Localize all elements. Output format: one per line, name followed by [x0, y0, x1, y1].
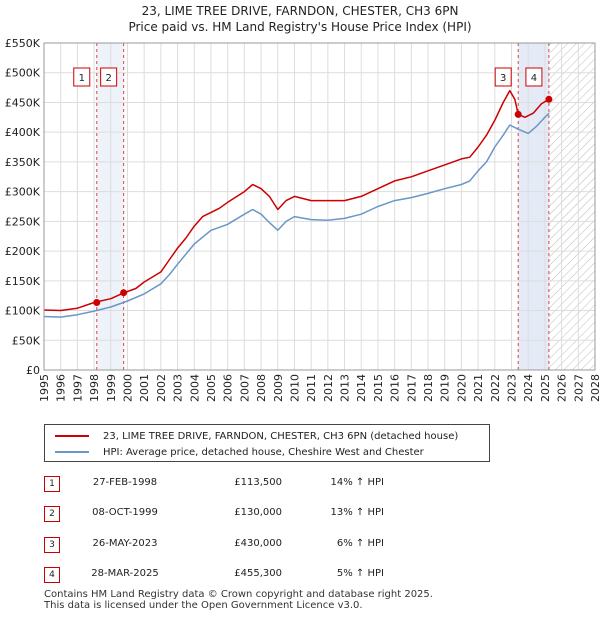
- legend-label-property: 23, LIME TREE DRIVE, FARNDON, CHESTER, C…: [103, 430, 459, 442]
- x-tick-label: 2004: [188, 374, 201, 402]
- sale-hpi-change: 14% ↑ HPI: [330, 477, 384, 488]
- chart-title: 23, LIME TREE DRIVE, FARNDON, CHESTER, C…: [141, 4, 459, 18]
- y-tick-label: £200K: [5, 245, 41, 258]
- legend-swatch-hpi: [55, 451, 89, 453]
- x-tick-label: 2026: [556, 374, 569, 402]
- legend: 23, LIME TREE DRIVE, FARNDON, CHESTER, C…: [44, 424, 490, 462]
- x-tick-label: 2002: [155, 374, 168, 402]
- sale-date: 28-MAR-2025: [91, 568, 159, 579]
- sale-price: £113,500: [234, 477, 282, 488]
- price-chart: £0 £50K £100K £150K £200K £250K £300K £350K £400…: [5, 37, 600, 402]
- x-tick-label: 1996: [55, 374, 68, 402]
- legend-swatch-property: [55, 435, 89, 437]
- sale-date: 27-FEB-1998: [92, 477, 158, 488]
- plot-frame: [43, 42, 596, 371]
- y-tick-label: £550K: [5, 37, 41, 50]
- sale-number-badge: 3: [44, 537, 60, 553]
- plot-area: [44, 43, 595, 370]
- property-price-line: [43, 89, 550, 312]
- x-tick-label: 1999: [105, 374, 118, 402]
- x-tick-label: 1997: [71, 374, 84, 402]
- sale-price: £455,300: [234, 568, 282, 579]
- x-tick-label: 2007: [238, 374, 251, 402]
- x-tick-label: 2025: [539, 374, 552, 402]
- y-tick-label: £450K: [5, 96, 41, 109]
- hpi-line: [43, 112, 550, 318]
- sale-hpi-change: 5% ↑ HPI: [336, 568, 384, 579]
- sale-row: 1 27-FEB-1998 £113,500 14% ↑ HPI: [44, 476, 484, 496]
- x-tick-label: 2000: [121, 374, 134, 402]
- x-tick-label: 1998: [88, 374, 101, 402]
- sale-row: 4 28-MAR-2025 £455,300 5% ↑ HPI: [44, 567, 484, 587]
- y-tick-label: £0: [26, 364, 40, 377]
- legend-item-property: 23, LIME TREE DRIVE, FARNDON, CHESTER, C…: [55, 428, 458, 444]
- sale-label-number: 1: [79, 73, 85, 84]
- x-tick-label: 2012: [322, 374, 335, 402]
- legend-label-hpi: HPI: Average price, detached house, Ches…: [103, 446, 424, 458]
- sale-label-number: 2: [105, 73, 111, 84]
- x-tick-label: 2003: [172, 374, 185, 402]
- sale-point: [514, 110, 522, 118]
- sale-hpi-change: 13% ↑ HPI: [330, 507, 384, 518]
- x-tick-label: 2021: [472, 374, 485, 402]
- sale-number-badge: 1: [44, 476, 60, 492]
- sale-label-number: 3: [500, 73, 506, 84]
- y-tick-label: £350K: [5, 156, 41, 169]
- x-tick-label: 2005: [205, 374, 218, 402]
- sale-label-box: [494, 67, 512, 87]
- x-tick-label: 2016: [389, 374, 402, 402]
- x-tick-label: 2019: [439, 374, 452, 402]
- x-tick-label: 2018: [422, 374, 435, 402]
- x-tick-label: 2008: [255, 374, 268, 402]
- x-tick-label: 2023: [506, 374, 519, 402]
- sale-date: 26-MAY-2023: [92, 538, 158, 549]
- x-tick-label: 2022: [489, 374, 502, 402]
- x-tick-label: 2020: [455, 374, 468, 402]
- sale-row: 3 26-MAY-2023 £430,000 6% ↑ HPI: [44, 537, 484, 557]
- x-tick-label: 2028: [589, 374, 600, 402]
- x-tick-label: 2011: [305, 374, 318, 402]
- y-tick-label: £250K: [5, 215, 41, 228]
- x-tick-label: 2006: [222, 374, 235, 402]
- x-tick-label: 2017: [405, 374, 418, 402]
- y-tick-label: £500K: [5, 67, 41, 80]
- x-tick-label: 2015: [372, 374, 385, 402]
- sale-price: £430,000: [234, 538, 282, 549]
- x-tick-label: 2027: [572, 374, 585, 402]
- footer-licence: This data is licensed under the Open Gov…: [44, 600, 363, 611]
- y-tick-label: £150K: [5, 275, 41, 288]
- sale-point: [120, 289, 128, 297]
- sale-band-3-4: [518, 43, 549, 370]
- y-tick-label: £100K: [5, 305, 41, 318]
- y-tick-label: £50K: [12, 334, 41, 347]
- sale-point: [93, 299, 101, 307]
- sale-row: 2 08-OCT-1999 £130,000 13% ↑ HPI: [44, 506, 484, 526]
- x-tick-label: 2001: [138, 374, 151, 402]
- sale-number-badge: 4: [44, 567, 60, 583]
- sale-label-box: [525, 67, 543, 87]
- sale-band-1-2: [96, 43, 124, 370]
- sale-label-box: [73, 67, 91, 87]
- sale-label-box: [100, 67, 118, 87]
- footer-copyright: Contains HM Land Registry data © Crown c…: [44, 589, 433, 600]
- sale-point: [545, 95, 553, 103]
- future-hatch-region: [549, 43, 595, 370]
- y-tick-label: £300K: [5, 186, 41, 199]
- legend-item-hpi: HPI: Average price, detached house, Ches…: [55, 444, 424, 460]
- x-tick-label: 2013: [339, 374, 352, 402]
- sale-price: £130,000: [234, 507, 282, 518]
- chart-subtitle: Price paid vs. HM Land Registry's House …: [128, 20, 472, 34]
- footer: Contains HM Land Registry data © Crown c…: [44, 589, 433, 611]
- x-tick-label: 1995: [38, 374, 51, 402]
- sale-hpi-change: 6% ↑ HPI: [336, 538, 384, 549]
- sale-label-number: 4: [531, 73, 537, 84]
- x-tick-label: 2024: [522, 374, 535, 402]
- x-tick-label: 2010: [288, 374, 301, 402]
- x-tick-label: 2009: [272, 374, 285, 402]
- y-tick-label: £400K: [5, 126, 41, 139]
- x-tick-label: 2014: [355, 374, 368, 402]
- sale-number-badge: 2: [44, 506, 60, 522]
- sale-date: 08-OCT-1999: [92, 507, 158, 518]
